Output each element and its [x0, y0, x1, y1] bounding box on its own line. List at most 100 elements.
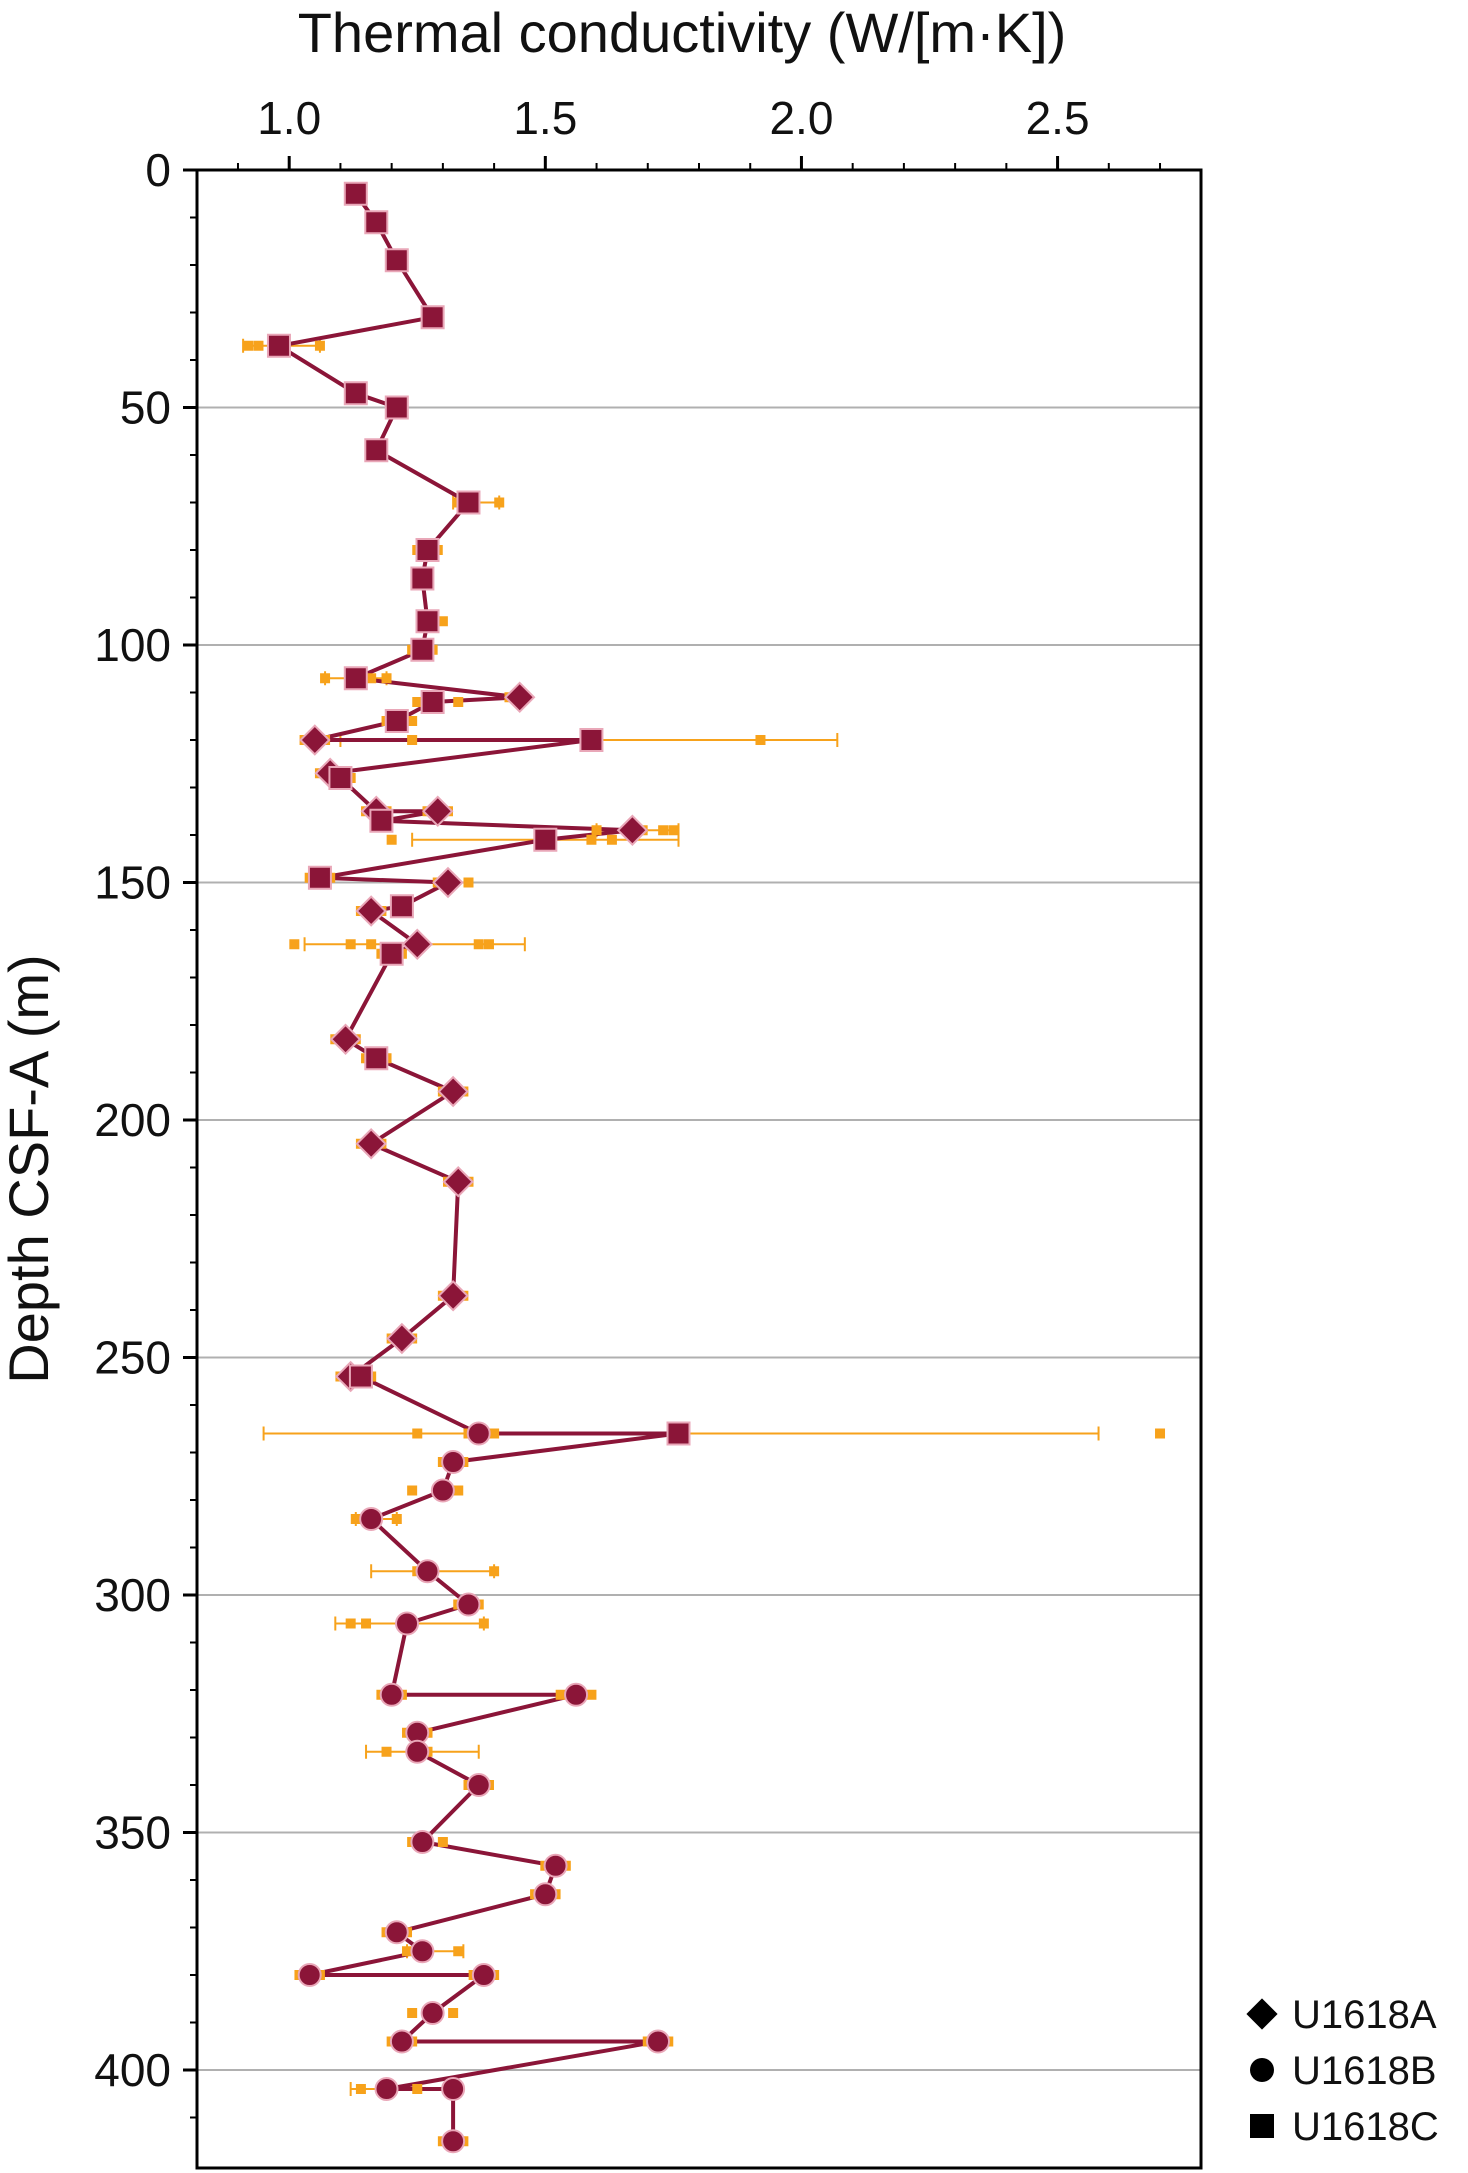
- raw-measurement-point: [473, 939, 484, 950]
- data-point-u1618c: [364, 1046, 389, 1071]
- data-point-u1618b: [466, 1773, 491, 1797]
- x-tick-label: 2.5: [1026, 92, 1090, 144]
- legend-label: U1618B: [1292, 2049, 1437, 2093]
- data-point-u1618b: [456, 1592, 481, 1617]
- y-tick-label: 50: [120, 382, 171, 434]
- data-point-u1618c: [364, 438, 389, 463]
- data-point-u1618c: [307, 865, 332, 890]
- raw-measurement-point: [345, 1618, 356, 1629]
- data-point-u1618b: [379, 1682, 404, 1707]
- data-point-u1618c: [343, 181, 368, 206]
- data-point-u1618b: [471, 1963, 496, 1987]
- y-tick-label: 300: [94, 1569, 171, 1621]
- data-point-u1618c: [343, 666, 368, 691]
- data-point-u1618b: [564, 1682, 589, 1707]
- y-tick-label: 250: [94, 1332, 171, 1384]
- raw-measurement-point: [381, 1746, 392, 1757]
- raw-measurement-point: [586, 834, 597, 845]
- data-point-u1618b: [646, 2029, 671, 2054]
- data-point-u1618a: [329, 1023, 362, 1055]
- raw-measurement-point: [437, 1837, 448, 1847]
- data-point-u1618b: [297, 1963, 322, 1987]
- raw-measurement-point: [314, 340, 325, 351]
- x-axis-ticks: 1.0 1.5 2.0 2.5: [236, 92, 1162, 170]
- y-axis-title: Depth CSF-A (m): [0, 954, 60, 1383]
- data-point-u1618b: [410, 1939, 435, 1964]
- raw-measurement-point: [366, 673, 377, 684]
- data-point-u1618c: [343, 381, 368, 406]
- raw-measurement-point: [412, 2084, 423, 2094]
- raw-measurement-point: [453, 1485, 464, 1496]
- data-point-u1618c: [389, 894, 414, 919]
- raw-measurement-point: [361, 1618, 372, 1629]
- raw-measurement-point: [1155, 1428, 1166, 1439]
- raw-measurement-point: [489, 1566, 500, 1577]
- data-point-u1618b: [441, 2129, 466, 2154]
- data-point-u1618c: [456, 490, 481, 515]
- legend-marker-diamond: [1246, 1998, 1278, 2030]
- legend-marker-circle: [1250, 2058, 1274, 2082]
- raw-measurement-point: [606, 834, 617, 845]
- raw-measurement-point: [453, 697, 464, 707]
- data-point-u1618b: [466, 1421, 491, 1446]
- raw-measurement-point: [494, 497, 505, 508]
- raw-measurement-point: [407, 716, 418, 726]
- raw-measurement-point: [658, 825, 669, 836]
- data-point-u1618a: [355, 1128, 387, 1160]
- data-point-u1618a: [299, 724, 331, 756]
- y-tick-label: 400: [94, 2044, 171, 2096]
- data-point-u1618c: [348, 1364, 373, 1389]
- raw-measurement-point: [289, 939, 300, 950]
- y-tick-label: 100: [94, 619, 171, 671]
- raw-measurement-point: [320, 673, 331, 684]
- raw-measurement-point: [355, 2084, 366, 2094]
- data-point-u1618c: [266, 333, 291, 358]
- data-point-u1618c: [410, 566, 435, 591]
- raw-measurement-point: [412, 697, 423, 707]
- data-point-u1618c: [379, 941, 404, 966]
- data-point-u1618a: [355, 895, 387, 927]
- trend-lines: [277, 192, 681, 2142]
- x-tick-label: 1.5: [513, 92, 577, 144]
- raw-measurement-point: [243, 340, 254, 351]
- x-tick-label: 1.0: [257, 92, 321, 144]
- data-point-u1618c: [369, 808, 394, 833]
- y-tick-label: 150: [94, 857, 171, 909]
- data-point-u1618b: [410, 1830, 435, 1854]
- raw-measurement-point: [253, 340, 264, 351]
- data-point-u1618b: [405, 1739, 430, 1764]
- legend-label: U1618C: [1292, 2105, 1439, 2149]
- data-point-u1618b: [420, 2001, 445, 2025]
- raw-measurement-point: [386, 834, 397, 845]
- raw-measurement-point: [407, 735, 418, 745]
- data-point-u1618a: [401, 928, 433, 960]
- raw-measurements: [243, 188, 1166, 2147]
- raw-measurement-point: [366, 939, 377, 950]
- data-point-u1618c: [328, 766, 353, 790]
- raw-measurement-point: [483, 939, 494, 950]
- data-point-u1618c: [384, 709, 409, 733]
- data-point-u1618c: [415, 609, 440, 634]
- data-point-u1618c: [420, 690, 445, 714]
- data-point-u1618a: [437, 1280, 469, 1312]
- y-tick-label: 200: [94, 1094, 171, 1146]
- data-point-u1618a: [616, 814, 649, 846]
- raw-measurement-point: [489, 1428, 500, 1439]
- legend: U1618A U1618B U1618C: [1246, 1993, 1439, 2149]
- data-point-u1618b: [543, 1853, 568, 1878]
- data-point-u1618b: [384, 1920, 409, 1945]
- raw-measurement-point: [407, 2008, 418, 2018]
- raw-measurement-point: [586, 1689, 597, 1700]
- data-point-u1618c: [384, 395, 409, 420]
- data-point-u1618b: [415, 1559, 440, 1584]
- data-point-u1618a: [504, 681, 536, 713]
- y-tick-label: 350: [94, 1807, 171, 1859]
- data-point-u1618b: [441, 1450, 466, 1474]
- raw-measurement-point: [668, 825, 679, 836]
- data-point-u1618b: [389, 2029, 414, 2054]
- raw-measurement-point: [412, 1428, 423, 1439]
- raw-measurement-point: [448, 2008, 459, 2018]
- raw-measurement-point: [407, 1485, 418, 1496]
- data-markers: [266, 181, 691, 2154]
